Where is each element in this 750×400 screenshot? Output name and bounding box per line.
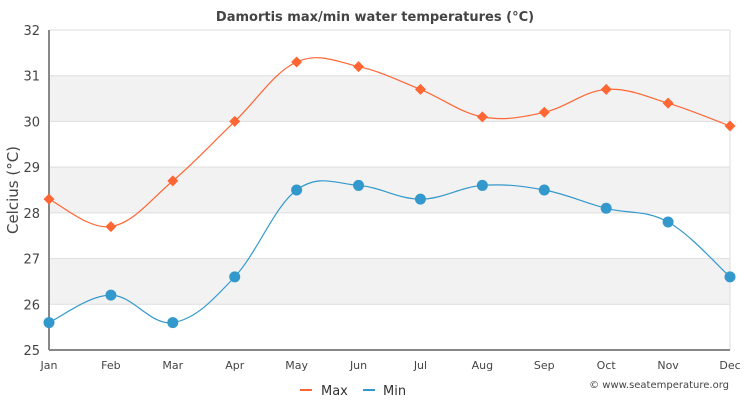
x-tick-label: Dec bbox=[719, 359, 740, 372]
data-point-min[interactable] bbox=[414, 193, 426, 205]
y-axis-ticks: 25 26 27 28 29 30 31 32 bbox=[23, 24, 40, 359]
data-point-min[interactable] bbox=[43, 317, 55, 329]
data-point-max[interactable] bbox=[662, 97, 674, 109]
data-point-min[interactable] bbox=[105, 289, 117, 301]
x-tick-label: Jan bbox=[40, 359, 58, 372]
x-tick-label: Sep bbox=[534, 359, 555, 372]
legend-item-max[interactable]: Max bbox=[300, 384, 348, 399]
grid-band bbox=[49, 167, 730, 213]
x-tick-label: Aug bbox=[472, 359, 493, 372]
x-tick-label: May bbox=[285, 359, 308, 372]
x-tick-label: Oct bbox=[597, 359, 617, 372]
legend: Max Min bbox=[300, 384, 406, 399]
series-min bbox=[43, 179, 736, 329]
x-axis-ticks: Jan Feb Mar Apr May Jun Jul Aug Sep Oct Nov Dec bbox=[40, 359, 741, 372]
data-point-min[interactable] bbox=[229, 271, 241, 283]
data-point-max[interactable] bbox=[353, 61, 365, 73]
data-point-min[interactable] bbox=[724, 271, 736, 283]
chart-title: Damortis max/min water temperatures (°C) bbox=[216, 10, 534, 25]
data-point-max[interactable] bbox=[414, 83, 426, 95]
legend-item-min[interactable]: Min bbox=[363, 384, 406, 399]
y-tick-label: 30 bbox=[23, 115, 40, 130]
legend-min-label: Min bbox=[383, 384, 406, 399]
data-point-min[interactable] bbox=[476, 179, 488, 191]
y-tick-label: 27 bbox=[23, 253, 40, 268]
x-tick-label: Mar bbox=[162, 359, 183, 372]
data-point-max[interactable] bbox=[476, 111, 488, 123]
legend-max-label: Max bbox=[321, 384, 348, 399]
data-point-max[interactable] bbox=[600, 83, 612, 95]
credit-link[interactable]: © www.seatemperature.org bbox=[589, 380, 729, 391]
data-point-min[interactable] bbox=[538, 184, 550, 196]
y-tick-label: 26 bbox=[23, 298, 40, 313]
series-max bbox=[43, 56, 736, 233]
data-point-max[interactable] bbox=[229, 115, 241, 127]
x-tick-label: Feb bbox=[101, 359, 120, 372]
y-tick-label: 28 bbox=[23, 207, 40, 222]
grid-band bbox=[49, 75, 730, 122]
y-tick-label: 29 bbox=[23, 161, 40, 176]
data-point-max[interactable] bbox=[291, 56, 303, 68]
data-point-min[interactable] bbox=[662, 216, 674, 228]
x-tick-label: Apr bbox=[225, 359, 245, 372]
series-group bbox=[43, 56, 736, 329]
y-axis-label: Celcius (°C) bbox=[4, 146, 22, 234]
x-tick-label: Nov bbox=[657, 359, 679, 372]
gridlines bbox=[49, 29, 731, 350]
x-tick-label: Jul bbox=[413, 359, 427, 372]
x-tick-label: Jun bbox=[349, 359, 367, 372]
grid-band bbox=[49, 258, 730, 305]
data-point-min[interactable] bbox=[167, 317, 179, 329]
data-point-max[interactable] bbox=[167, 175, 179, 187]
data-point-max[interactable] bbox=[724, 120, 736, 132]
grid-bands bbox=[49, 75, 730, 305]
data-point-min[interactable] bbox=[291, 184, 303, 196]
y-tick-label: 25 bbox=[23, 344, 40, 359]
data-point-max[interactable] bbox=[105, 221, 117, 233]
data-point-max[interactable] bbox=[43, 193, 55, 205]
data-point-max[interactable] bbox=[538, 106, 550, 118]
y-tick-label: 32 bbox=[23, 24, 40, 39]
data-point-min[interactable] bbox=[353, 179, 365, 191]
data-point-min[interactable] bbox=[600, 202, 612, 214]
y-tick-label: 31 bbox=[23, 70, 40, 85]
